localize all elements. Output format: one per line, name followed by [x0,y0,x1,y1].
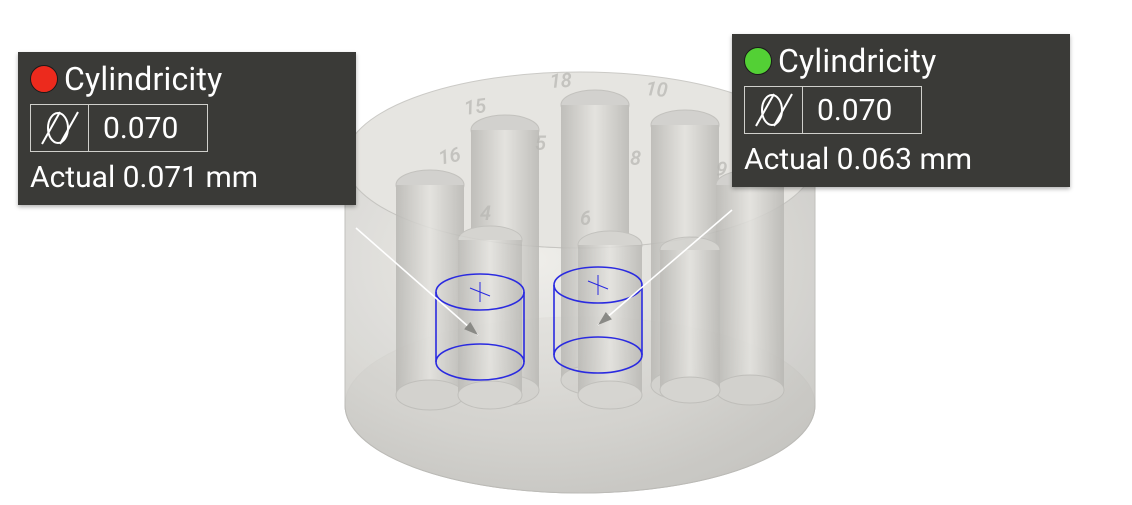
svg-text:18: 18 [549,68,572,93]
gdtsymbol-cylindricity-icon [30,104,88,152]
svg-text:10: 10 [645,76,669,102]
callout-header: Cylindricity [30,60,344,98]
svg-text:4: 4 [480,201,491,225]
callout-cylindricity-left[interactable]: Cylindricity 0.070 Actual 0.071 mm [18,52,356,205]
callout-title: Cylindricity [64,60,222,98]
svg-text:5: 5 [535,131,547,155]
svg-text:6: 6 [580,206,591,230]
status-dot-fail-icon [30,65,58,93]
callout-header: Cylindricity [744,42,1058,80]
svg-text:8: 8 [630,146,641,170]
tolerance-value: 0.070 [88,104,208,152]
actual-measurement: Actual 0.071 mm [30,160,344,195]
tolerance-value: 0.070 [802,86,922,134]
actual-measurement: Actual 0.063 mm [744,142,1058,177]
callout-title: Cylindricity [778,42,936,80]
viewport-3d[interactable]: 15 18 10 16 5 8 9 4 6 [0,0,1132,505]
feature-control-frame: 0.070 [30,104,208,152]
feature-control-frame: 0.070 [744,86,922,134]
callout-cylindricity-right[interactable]: Cylindricity 0.070 Actual 0.063 mm [732,34,1070,187]
gdtsymbol-cylindricity-icon [744,86,802,134]
svg-text:15: 15 [462,93,488,120]
status-dot-pass-icon [744,47,772,75]
